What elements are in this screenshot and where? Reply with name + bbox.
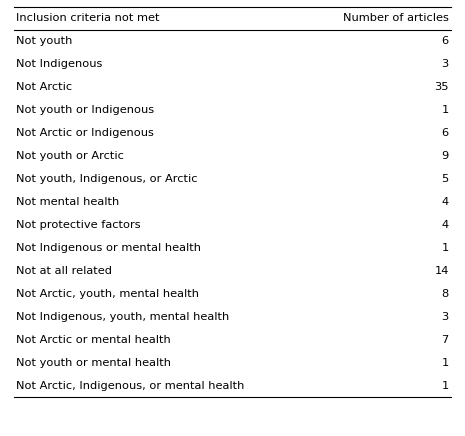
Text: Not youth: Not youth — [16, 36, 73, 46]
Text: Not youth or mental health: Not youth or mental health — [16, 358, 171, 368]
Text: Not youth or Indigenous: Not youth or Indigenous — [16, 105, 154, 115]
Text: 5: 5 — [441, 174, 449, 184]
Text: 4: 4 — [442, 197, 449, 207]
Text: 35: 35 — [434, 82, 449, 92]
Text: 3: 3 — [441, 312, 449, 322]
Text: Not Arctic, Indigenous, or mental health: Not Arctic, Indigenous, or mental health — [16, 381, 245, 391]
Text: Not youth, Indigenous, or Arctic: Not youth, Indigenous, or Arctic — [16, 174, 198, 184]
Text: Not Arctic or mental health: Not Arctic or mental health — [16, 335, 171, 345]
Text: Number of articles: Number of articles — [343, 13, 449, 23]
Text: Not at all related: Not at all related — [16, 266, 112, 276]
Text: 3: 3 — [441, 59, 449, 69]
Text: Not Arctic: Not Arctic — [16, 82, 73, 92]
Text: 6: 6 — [442, 128, 449, 138]
Text: Not Arctic or Indigenous: Not Arctic or Indigenous — [16, 128, 154, 138]
Text: 1: 1 — [441, 243, 449, 253]
Text: 6: 6 — [442, 36, 449, 46]
Text: Not Indigenous or mental health: Not Indigenous or mental health — [16, 243, 201, 253]
Text: Not Indigenous: Not Indigenous — [16, 59, 103, 69]
Text: 4: 4 — [442, 220, 449, 230]
Text: Not Arctic, youth, mental health: Not Arctic, youth, mental health — [16, 289, 199, 299]
Text: 9: 9 — [441, 151, 449, 161]
Text: 14: 14 — [434, 266, 449, 276]
Text: 1: 1 — [441, 358, 449, 368]
Text: Not youth or Arctic: Not youth or Arctic — [16, 151, 124, 161]
Text: Inclusion criteria not met: Inclusion criteria not met — [16, 13, 160, 23]
Text: Not Indigenous, youth, mental health: Not Indigenous, youth, mental health — [16, 312, 230, 322]
Text: Not mental health: Not mental health — [16, 197, 120, 207]
Text: 7: 7 — [441, 335, 449, 345]
Text: 1: 1 — [441, 105, 449, 115]
Text: Not protective factors: Not protective factors — [16, 220, 141, 230]
Text: 8: 8 — [441, 289, 449, 299]
Text: 1: 1 — [441, 381, 449, 391]
